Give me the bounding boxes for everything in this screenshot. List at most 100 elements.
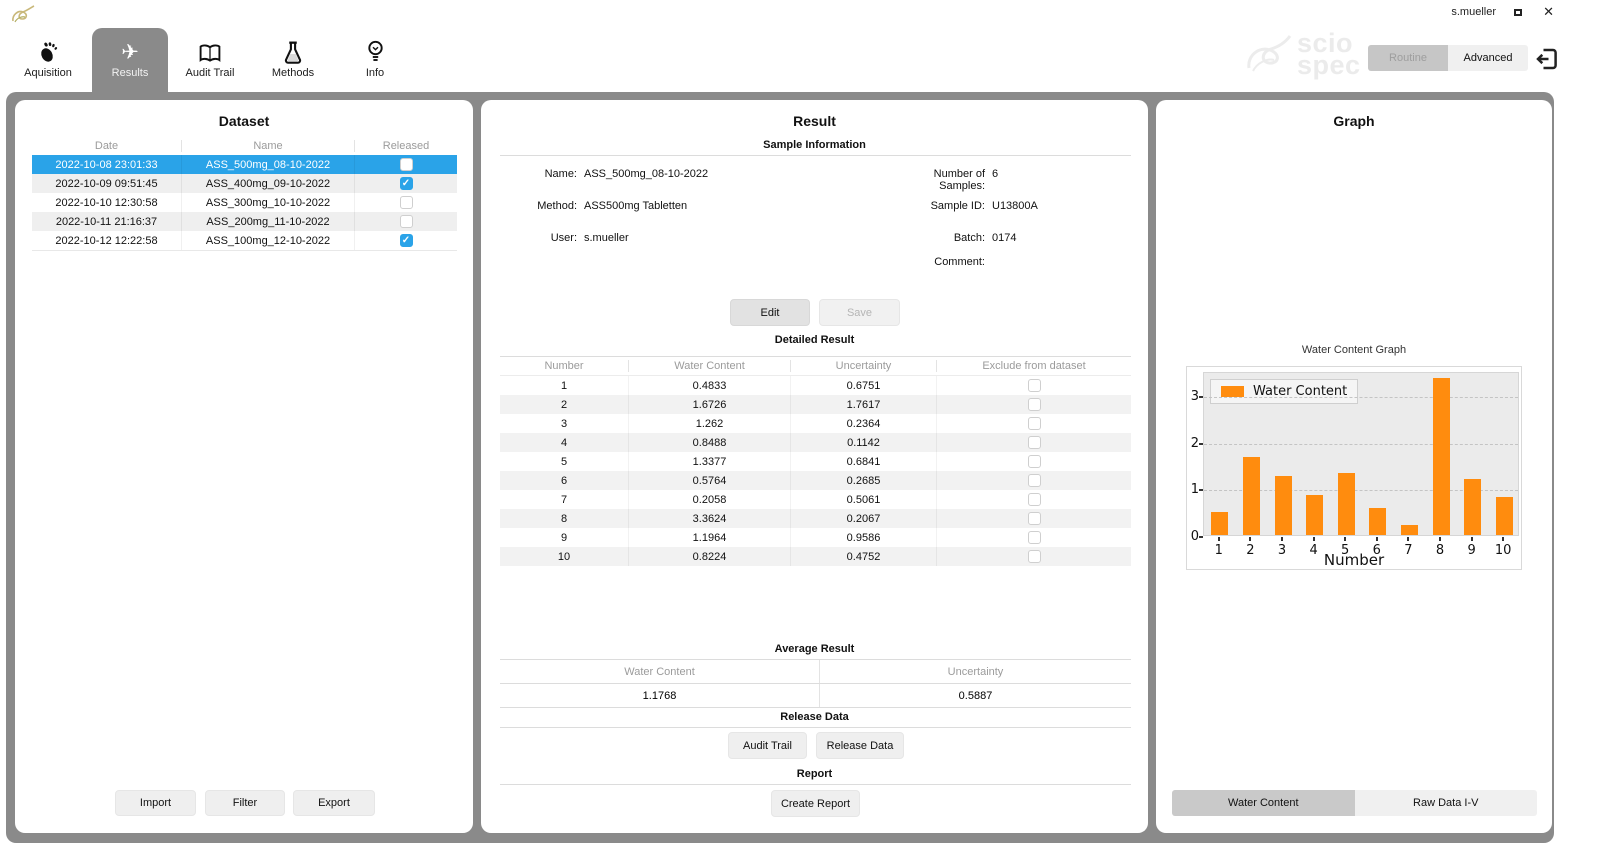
- number-cell: 10: [500, 547, 629, 566]
- y-tick-label: 0: [1190, 529, 1199, 544]
- exclude-checkbox[interactable]: [1027, 436, 1041, 449]
- released-checkbox[interactable]: [399, 196, 413, 209]
- exclude-checkbox[interactable]: [1027, 531, 1041, 544]
- x-tick-mark: [1281, 537, 1283, 541]
- tab-info[interactable]: Info: [334, 28, 416, 92]
- number-cell: 8: [500, 509, 629, 528]
- exclude-checkbox[interactable]: [1027, 417, 1041, 430]
- tab-aquisition[interactable]: Aquisition: [8, 28, 88, 92]
- dataset-table-row[interactable]: 2022-10-11 21:16:37 ASS_200mg_11-10-2022: [32, 212, 457, 231]
- footprint-icon: [36, 38, 60, 64]
- graph-tab-water-content[interactable]: Water Content: [1172, 790, 1355, 816]
- x-tick-label: 3: [1277, 543, 1287, 558]
- detailed-result-row: 2 1.6726 1.7617: [500, 395, 1131, 414]
- column-header-exclude[interactable]: Exclude from dataset: [982, 360, 1086, 372]
- save-button[interactable]: Save: [819, 299, 900, 326]
- column-header-uncertainty[interactable]: Uncertainty: [791, 360, 937, 372]
- dataset-table-row[interactable]: 2022-10-08 23:01:33 ASS_500mg_08-10-2022: [32, 155, 457, 174]
- water-content-cell: 1.3377: [629, 452, 791, 471]
- legend-swatch: [1221, 386, 1244, 397]
- tab-methods[interactable]: Methods: [252, 28, 334, 92]
- export-button[interactable]: Export: [293, 790, 375, 816]
- chart-bar: [1369, 508, 1387, 535]
- filter-button[interactable]: Filter: [205, 790, 285, 816]
- audit-trail-button[interactable]: Audit Trail: [728, 732, 807, 759]
- detailed-result-row: 7 0.2058 0.5061: [500, 490, 1131, 509]
- advanced-button[interactable]: Advanced: [1448, 45, 1528, 71]
- y-tick-mark: [1199, 536, 1203, 538]
- exclude-cell: [937, 471, 1131, 490]
- dataset-panel-title: Dataset: [218, 113, 270, 129]
- dataset-table-row[interactable]: 2022-10-10 12:30:58 ASS_300mg_10-10-2022: [32, 193, 457, 212]
- exclude-checkbox[interactable]: [1027, 455, 1041, 468]
- exclude-cell: [937, 547, 1131, 566]
- released-checkbox[interactable]: [399, 234, 413, 247]
- water-content-chart: Water Content 0 1 2 3 1 2 3 4 5 6 7 8 9 10 Number: [1186, 366, 1522, 570]
- avg-water-content-value: 1.1768: [500, 684, 820, 707]
- graph-panel-title: Graph: [1333, 113, 1375, 129]
- exclude-checkbox[interactable]: [1027, 474, 1041, 487]
- routine-button[interactable]: Routine: [1368, 45, 1448, 71]
- chart-bar: [1464, 479, 1482, 535]
- column-header-water-content[interactable]: Water Content: [629, 360, 791, 372]
- water-content-cell: 0.5764: [629, 471, 791, 490]
- water-content-cell: 1.1964: [629, 528, 791, 547]
- detailed-result-row: 3 1.262 0.2364: [500, 414, 1131, 433]
- detailed-result-row: 8 3.3624 0.2067: [500, 509, 1131, 528]
- field-label: User:: [550, 232, 577, 244]
- exclude-checkbox[interactable]: [1027, 550, 1041, 563]
- dataset-table: Date Name Released 2022-10-08 23:01:33 AS…: [32, 136, 457, 251]
- exclude-checkbox[interactable]: [1027, 512, 1041, 525]
- field-value: 6: [992, 168, 999, 180]
- uncertainty-cell: 0.6841: [791, 452, 937, 471]
- column-header-name[interactable]: Name: [182, 139, 355, 152]
- detailed-result-table: Number Water Content Uncertainty Exclude…: [500, 356, 1131, 566]
- exclude-checkbox[interactable]: [1027, 379, 1041, 392]
- released-checkbox[interactable]: [399, 177, 413, 190]
- y-tick-mark: [1199, 442, 1203, 445]
- dataset-panel: Dataset Date Name Released 2022-10-08 23…: [15, 100, 473, 833]
- tab-label: Results: [111, 67, 149, 79]
- exclude-cell: [937, 433, 1131, 452]
- dataset-name-cell: ASS_100mg_12-10-2022: [182, 231, 355, 250]
- uncertainty-cell: 0.1142: [791, 433, 937, 452]
- tab-label: Aquisition: [24, 67, 72, 79]
- tab-audit-trail[interactable]: Audit Trail: [168, 28, 252, 92]
- report-heading: Report: [796, 768, 833, 780]
- released-checkbox[interactable]: [399, 215, 413, 228]
- chart-gridline: [1204, 443, 1518, 445]
- import-button[interactable]: Import: [115, 790, 196, 816]
- x-tick-label: 7: [1404, 543, 1413, 558]
- dataset-table-row[interactable]: 2022-10-12 12:22:58 ASS_100mg_12-10-2022: [32, 231, 457, 250]
- release-data-button[interactable]: Release Data: [816, 732, 904, 759]
- field-label: Batch:: [953, 232, 985, 244]
- column-header-number[interactable]: Number: [500, 360, 629, 372]
- create-report-button[interactable]: Create Report: [771, 790, 860, 817]
- exclude-checkbox[interactable]: [1027, 398, 1041, 411]
- column-header-date[interactable]: Date: [32, 139, 182, 152]
- dataset-name-cell: ASS_500mg_08-10-2022: [182, 155, 355, 174]
- detailed-result-row: 5 1.3377 0.6841: [500, 452, 1131, 471]
- tab-label: Audit Trail: [185, 67, 235, 79]
- close-icon[interactable]: ✕: [1543, 4, 1554, 19]
- exclude-checkbox[interactable]: [1027, 493, 1041, 506]
- logout-icon[interactable]: [1534, 46, 1560, 72]
- dataset-table-row[interactable]: 2022-10-09 09:51:45 ASS_400mg_09-10-2022: [32, 174, 457, 193]
- edit-button[interactable]: Edit: [730, 299, 810, 326]
- x-tick-label: 6: [1372, 543, 1381, 558]
- number-cell: 3: [500, 414, 629, 433]
- chart-xlabel: Number: [1323, 551, 1385, 569]
- release-data-heading: Release Data: [780, 711, 849, 723]
- detailed-result-heading: Detailed Result: [774, 334, 855, 346]
- uncertainty-cell: 0.4752: [791, 547, 937, 566]
- tab-results[interactable]: ✈ Results: [92, 28, 168, 92]
- x-tick-mark: [1470, 537, 1473, 541]
- field-label: Name:: [544, 168, 577, 180]
- divider: [500, 784, 1131, 785]
- released-checkbox[interactable]: [399, 158, 413, 171]
- water-content-cell: 0.8224: [629, 547, 791, 566]
- graph-tab-raw-data[interactable]: Raw Data I-V: [1354, 790, 1537, 816]
- maximize-icon[interactable]: [1514, 9, 1522, 16]
- column-header-released[interactable]: Released: [382, 139, 430, 152]
- chart-bar: [1495, 496, 1513, 535]
